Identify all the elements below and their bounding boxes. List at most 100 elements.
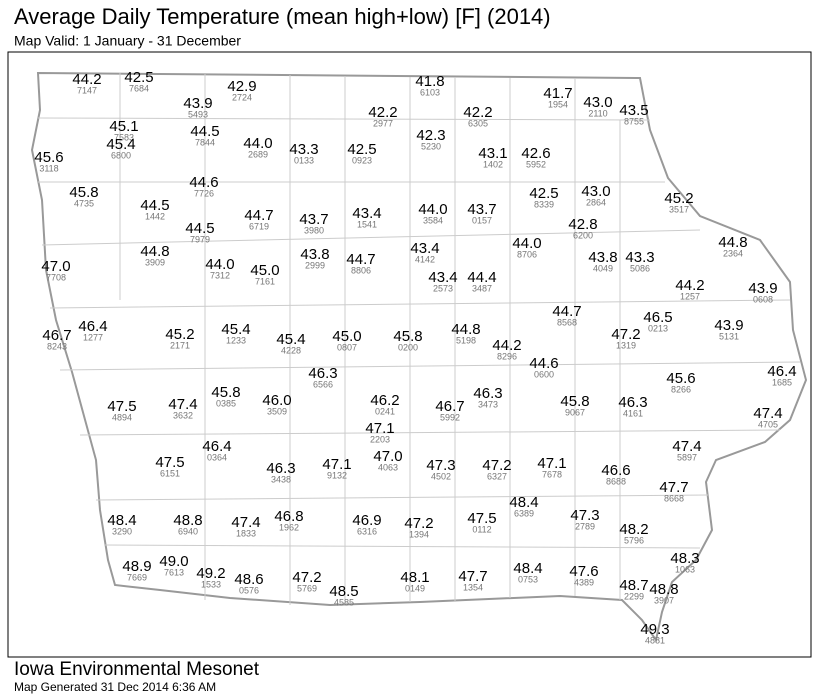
station-value: 44.8 xyxy=(718,234,747,251)
station-value: 46.7 xyxy=(435,398,464,415)
station-id: 7147 xyxy=(77,85,97,95)
station-id: 3584 xyxy=(423,215,443,225)
station-id: 6719 xyxy=(249,221,269,231)
station-id: 5198 xyxy=(456,335,476,345)
station-id: 4389 xyxy=(574,577,594,587)
station-id: 8568 xyxy=(557,317,577,327)
station-id: 8266 xyxy=(671,384,691,394)
station-value: 46.2 xyxy=(370,392,399,409)
station-id: 4881 xyxy=(645,635,665,645)
station-value: 43.7 xyxy=(467,201,496,218)
station-value: 48.4 xyxy=(107,512,136,529)
station-id: 8296 xyxy=(497,351,517,361)
station-value: 46.4 xyxy=(202,438,231,455)
station-id: 0364 xyxy=(207,452,227,462)
station-value: 44.0 xyxy=(512,235,541,252)
station-value: 46.3 xyxy=(618,394,647,411)
station-value: 48.8 xyxy=(173,512,202,529)
station-value: 41.7 xyxy=(543,85,572,102)
station-value: 47.4 xyxy=(168,396,197,413)
station-value: 47.7 xyxy=(659,479,688,496)
station-value: 42.8 xyxy=(568,216,597,233)
station-value: 43.8 xyxy=(588,249,617,266)
station-value: 44.8 xyxy=(451,321,480,338)
station-id: 1233 xyxy=(226,335,246,345)
station-id: 0923 xyxy=(352,155,372,165)
station-value: 44.7 xyxy=(552,303,581,320)
station-value: 44.7 xyxy=(244,207,273,224)
station-value: 44.5 xyxy=(185,220,214,237)
station-id: 2364 xyxy=(723,248,743,258)
station-value: 42.3 xyxy=(416,127,445,144)
station-value: 48.4 xyxy=(513,560,542,577)
station-value: 47.5 xyxy=(155,454,184,471)
station-id: 4228 xyxy=(281,345,301,355)
station-id: 7979 xyxy=(190,234,210,244)
station-id: 2789 xyxy=(575,521,595,531)
station-value: 47.4 xyxy=(753,405,782,422)
station-value: 42.9 xyxy=(227,78,256,95)
station-id: 1954 xyxy=(548,99,568,109)
station-id: 4705 xyxy=(758,419,778,429)
station-id: 5796 xyxy=(624,535,644,545)
station-value: 47.5 xyxy=(107,398,136,415)
station-id: 0385 xyxy=(216,398,236,408)
station-value: 47.7 xyxy=(458,568,487,585)
station-value: 47.4 xyxy=(672,438,701,455)
station-value: 47.3 xyxy=(426,457,455,474)
station-value: 44.8 xyxy=(140,243,169,260)
station-id: 3290 xyxy=(112,526,132,536)
station-value: 43.4 xyxy=(428,269,457,286)
station-value: 49.0 xyxy=(159,553,188,570)
station-value: 43.9 xyxy=(183,95,212,112)
station-value: 47.2 xyxy=(404,515,433,532)
station-id: 4894 xyxy=(112,412,132,422)
station-value: 47.0 xyxy=(41,258,70,275)
station-value: 43.7 xyxy=(299,211,328,228)
station-id: 8706 xyxy=(517,249,537,259)
station-value: 43.4 xyxy=(410,240,439,257)
station-value: 45.8 xyxy=(560,393,589,410)
station-id: 0157 xyxy=(472,215,492,225)
station-value: 44.6 xyxy=(189,174,218,191)
station-value: 43.0 xyxy=(581,183,610,200)
station-id: 2724 xyxy=(232,92,252,102)
station-value: 48.4 xyxy=(509,494,538,511)
station-id: 2864 xyxy=(586,197,606,207)
station-id: 6316 xyxy=(357,526,377,536)
station-value: 47.2 xyxy=(482,457,511,474)
station-value: 43.1 xyxy=(478,145,507,162)
station-value: 49.3 xyxy=(640,621,669,638)
station-value: 44.2 xyxy=(492,337,521,354)
station-value: 47.4 xyxy=(231,514,260,531)
station-id: 7726 xyxy=(194,188,214,198)
station-id: 3517 xyxy=(669,204,689,214)
station-id: 1685 xyxy=(772,377,792,387)
station-value: 47.1 xyxy=(365,420,394,437)
station-id: 0807 xyxy=(337,342,357,352)
county-lines xyxy=(37,73,801,605)
station-value: 45.6 xyxy=(34,149,63,166)
station-value: 47.1 xyxy=(537,455,566,472)
station-value: 48.6 xyxy=(234,571,263,588)
station-value: 45.0 xyxy=(250,262,279,279)
station-id: 1533 xyxy=(201,579,221,589)
station-id: 7161 xyxy=(255,276,275,286)
station-value: 43.5 xyxy=(619,102,648,119)
station-value: 45.2 xyxy=(165,326,194,343)
station-value: 48.1 xyxy=(400,569,429,586)
station-value: 48.8 xyxy=(649,581,678,598)
station-id: 3980 xyxy=(304,225,324,235)
station-id: 8688 xyxy=(606,476,626,486)
station-id: 2689 xyxy=(248,149,268,159)
station-value: 45.8 xyxy=(393,328,422,345)
station-id: 6305 xyxy=(468,118,488,128)
station-value: 46.9 xyxy=(352,512,381,529)
station-id: 2573 xyxy=(433,283,453,293)
state-outline xyxy=(30,71,808,643)
station-id: 0213 xyxy=(648,323,668,333)
station-value: 44.2 xyxy=(675,277,704,294)
station-value: 47.1 xyxy=(322,456,351,473)
station-id: 8243 xyxy=(47,341,67,351)
